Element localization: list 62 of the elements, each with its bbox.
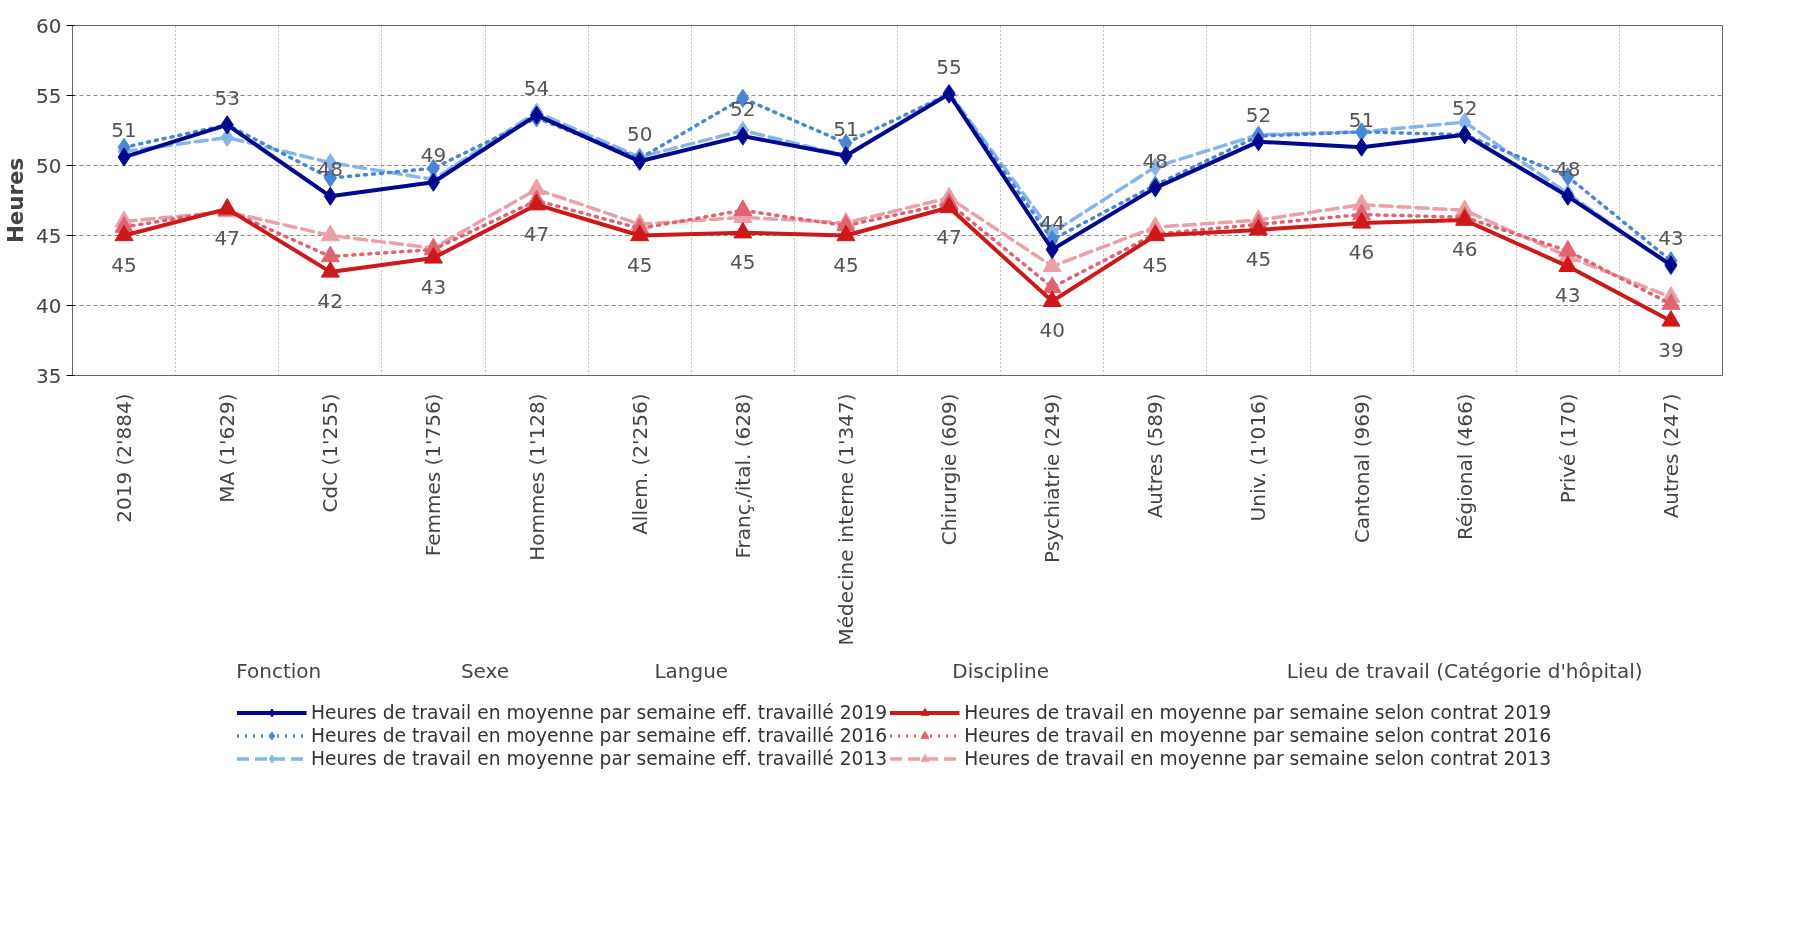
data-label: 50	[626, 122, 653, 147]
x-tick-label: CdC (1'255)	[318, 393, 343, 513]
data-label: 45	[626, 252, 653, 277]
text: Discipline	[952, 658, 1049, 683]
data-label: 40	[1039, 318, 1065, 343]
data-label: 47	[214, 225, 240, 250]
data-label: 43	[420, 274, 447, 299]
text: Lieu de travail (Catégorie d'hôpital)	[1286, 658, 1643, 683]
legend-label: Heures de travail en moyenne par semaine eff. travaillé 2013	[310, 747, 888, 769]
y-tick-label: 50	[36, 153, 62, 178]
data-label: 39	[1658, 337, 1684, 362]
data-label: 49	[420, 143, 447, 168]
text: Langue	[654, 658, 729, 683]
data-label: 45	[730, 249, 756, 274]
data-label: 42	[317, 288, 344, 313]
text: Sexe	[460, 658, 510, 683]
x-tick-label: Autres (589)	[1143, 393, 1168, 519]
legend-label: Heures de travail en moyenne par semaine eff. travaillé 2016	[310, 724, 888, 746]
data-label: 46	[1348, 239, 1375, 264]
y-tick-label: 60	[36, 13, 62, 38]
data-label: 45	[1142, 252, 1169, 277]
x-tick-label: Cantonal (969)	[1349, 393, 1374, 544]
data-label: 47	[936, 224, 962, 249]
data-label: 46	[1451, 237, 1478, 262]
data-label: 52	[730, 97, 756, 122]
data-label: 51	[111, 118, 137, 143]
data-label: 45	[833, 252, 859, 277]
x-tick-label: Autres (247)	[1658, 393, 1683, 519]
data-label: 53	[214, 85, 240, 110]
y-tick-label: 45	[36, 223, 62, 248]
x-tick-label: Univ. (1'016)	[1246, 393, 1271, 522]
y-tick-label: 40	[36, 293, 62, 318]
y-tick-label: 35	[36, 363, 62, 388]
y-axis-title: Heures	[3, 157, 29, 244]
legend-label: Heures de travail en moyenne par semaine selon contrat 2013	[964, 747, 1552, 769]
legend-label: Heures de travail en moyenne par semaine selon contrat 2019	[964, 701, 1552, 723]
x-tick-label: Franç./ital. (628)	[730, 393, 755, 559]
data-label: 52	[1451, 95, 1478, 120]
legend-label: Heures de travail en moyenne par semaine selon contrat 2016	[964, 724, 1552, 746]
legend-label: Heures de travail en moyenne par semaine eff. travaillé 2019	[310, 701, 888, 723]
data-label: 47	[523, 221, 550, 246]
x-tick-label: Psychiatrie (249)	[1040, 393, 1065, 564]
data-label: 52	[1245, 102, 1272, 127]
data-label: 45	[1245, 246, 1272, 271]
data-label: 43	[1555, 283, 1581, 308]
data-label: 45	[111, 252, 137, 277]
data-label: 54	[523, 76, 550, 101]
data-label: 55	[936, 55, 962, 80]
data-label: 51	[833, 116, 859, 141]
x-tick-label: MA (1'629)	[215, 393, 240, 503]
x-tick-label: 2019 (2'884)	[112, 393, 137, 523]
y-tick-label: 55	[36, 83, 62, 108]
x-tick-label: Médecine interne (1'347)	[833, 393, 858, 646]
data-label: 43	[1658, 225, 1684, 250]
x-tick-label: Privé (170)	[1555, 393, 1580, 504]
x-tick-label: Chirurgie (609)	[937, 393, 962, 546]
x-tick-label: Femmes (1'756)	[421, 393, 446, 557]
text: Fonction	[236, 658, 322, 683]
x-tick-label: Hommes (1'128)	[524, 393, 549, 561]
data-label: 51	[1348, 108, 1375, 133]
x-tick-label: Allem. (2'256)	[627, 393, 652, 535]
x-tick-label: Régional (466)	[1452, 393, 1477, 540]
